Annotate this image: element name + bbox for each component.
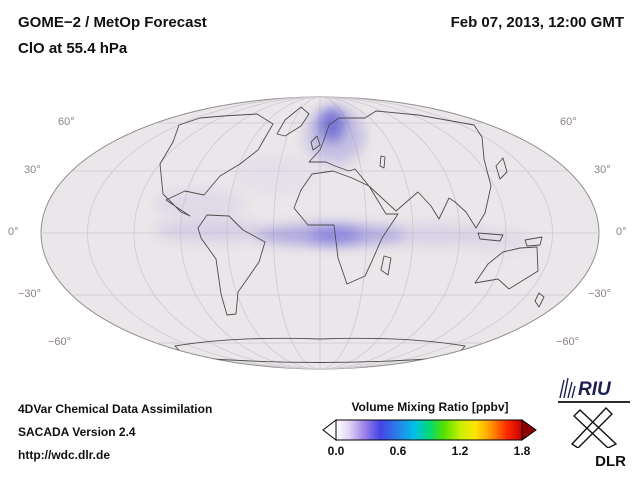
- colorbar-tick-1.2: 1.2: [451, 444, 469, 458]
- blob-equator-west: [155, 220, 265, 242]
- lat-label-right--30: −30°: [588, 288, 612, 300]
- riu-logo-mark: [559, 377, 576, 399]
- lat-label-left-30: 30°: [24, 164, 41, 176]
- lat-label-left-0: 0°: [8, 226, 19, 238]
- clo-data-overlay: [155, 108, 530, 251]
- island-new-guinea: [524, 236, 543, 247]
- lat-label-right-0: 0°: [616, 226, 627, 238]
- timestamp: Feb 07, 2013, 12:00 GMT: [450, 14, 624, 31]
- island-madagascar: [380, 255, 392, 276]
- continent-eurasia: [308, 110, 492, 229]
- lat-label-left--60: −60°: [48, 336, 72, 348]
- continent-north-america: [159, 113, 274, 217]
- blob-north-atlantic: [235, 156, 315, 192]
- lat-label-right--60: −60°: [556, 336, 580, 348]
- lat-label-right-30: 30°: [594, 164, 611, 176]
- continent-australia: [474, 246, 539, 290]
- footer-url: http://wdc.dlr.de: [18, 448, 110, 462]
- world-map: [40, 96, 600, 370]
- page-subtitle: ClO at 55.4 hPa: [18, 40, 128, 57]
- island-greenland: [276, 106, 310, 137]
- lat-label-left-60: 60°: [58, 116, 75, 128]
- footer-assimilation: 4DVar Chemical Data Assimilation: [18, 402, 213, 416]
- island-british-isles: [310, 135, 321, 151]
- colorbar-tick-0.6: 0.6: [389, 444, 407, 458]
- colorbar: [322, 419, 537, 442]
- island-japan: [495, 157, 508, 180]
- continent-antarctica: [174, 337, 466, 363]
- footer-version: SACADA Version 2.4: [18, 425, 136, 439]
- blob-caribbean: [155, 189, 245, 219]
- colorbar-arrow-left: [322, 419, 337, 442]
- caspian-sea: [379, 155, 386, 169]
- riu-logo-text: RIU: [578, 379, 611, 400]
- coastlines: [159, 106, 545, 363]
- dlr-logo-text: DLR: [595, 453, 626, 470]
- lat-label-left--30: −30°: [18, 288, 42, 300]
- blob-indian-ocean: [385, 224, 485, 246]
- page-title: GOME−2 / MetOp Forecast: [18, 14, 207, 31]
- continent-africa: [293, 170, 399, 285]
- blob-scandinavia-core: [319, 108, 345, 142]
- colorbar-arrow-right: [521, 419, 537, 441]
- colorbar-title: Volume Mixing Ratio [ppbv]: [351, 400, 509, 414]
- island-indonesia: [477, 232, 504, 242]
- colorbar-tick-1.8: 1.8: [513, 444, 531, 458]
- island-new-zealand: [534, 292, 545, 308]
- continent-south-america: [197, 214, 266, 316]
- dlr-logo: DLR: [570, 406, 628, 470]
- colorbar-tick-0.0: 0.0: [327, 444, 345, 458]
- dlr-logo-mark: [570, 406, 618, 449]
- riu-logo: RIU: [558, 372, 630, 403]
- lat-label-right-60: 60°: [560, 116, 577, 128]
- colorbar-gradient-bar: [335, 419, 523, 441]
